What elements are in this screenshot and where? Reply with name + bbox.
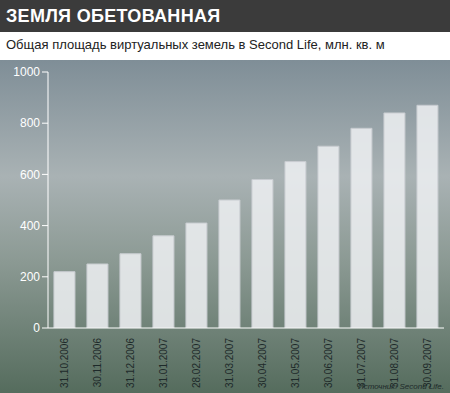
html-text:ЗЕМЛЯ ОБЕТОВАННАЯ: ЗЕМЛЯ ОБЕТОВАННАЯ (6, 6, 221, 26)
svg-text:1000: 1000 (13, 65, 40, 79)
svg-text:600: 600 (20, 168, 40, 182)
svg-text:30.06.2007: 30.06.2007 (323, 338, 334, 388)
svg-text:200: 200 (20, 270, 40, 284)
svg-text:31.03.2007: 31.03.2007 (224, 338, 235, 388)
svg-text:30.09.2007: 30.09.2007 (422, 338, 433, 388)
svg-text:28.02.2007: 28.02.2007 (191, 338, 202, 388)
svg-text:800: 800 (20, 116, 40, 130)
html-text:Источник: Second Life.: Источник: Second Life. (357, 382, 444, 391)
svg-text:30.04.2007: 30.04.2007 (257, 338, 268, 388)
svg-text:0: 0 (33, 321, 40, 335)
svg-text:31.10.2006: 31.10.2006 (59, 338, 70, 388)
svg-text:31.07.2007: 31.07.2007 (356, 338, 367, 388)
html-text:Общая площадь виртуальных земе: Общая площадь виртуальных земель в Secon… (6, 37, 385, 52)
svg-text:31.01.2007: 31.01.2007 (158, 338, 169, 388)
svg-text:30.11.2006: 30.11.2006 (92, 338, 103, 388)
svg-text:400: 400 (20, 219, 40, 233)
svg-text:31.05.2007: 31.05.2007 (290, 338, 301, 388)
svg-text:31.12.2006: 31.12.2006 (125, 338, 136, 388)
svg-text:31.08.2007: 31.08.2007 (389, 338, 400, 388)
